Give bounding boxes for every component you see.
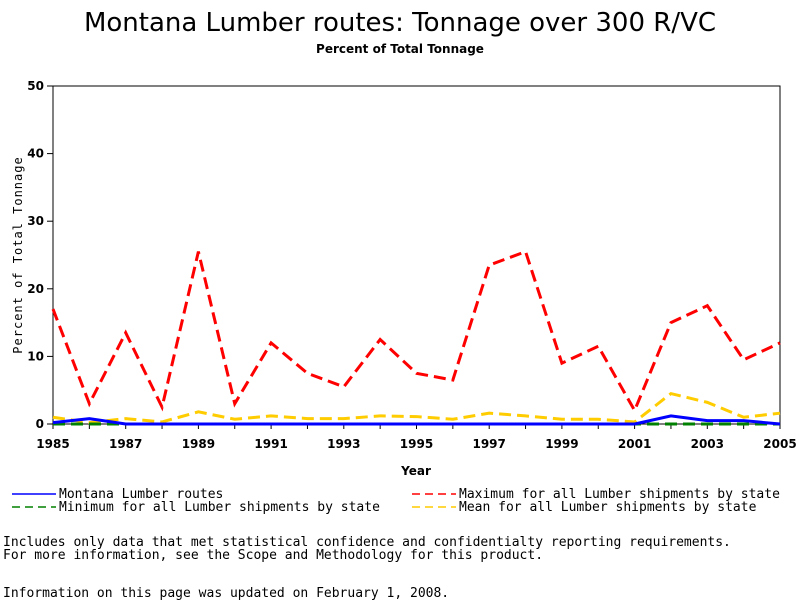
x-tick-label: 2005 [763, 437, 796, 451]
y-axis: 0 10 20 30 40 50 [27, 79, 53, 431]
series-line-montana [52, 414, 781, 426]
y-tick-label: 40 [27, 147, 44, 161]
legend-label-maximum: Maximum for all Lumber shipments by stat… [459, 487, 780, 502]
x-tick-label: 1997 [472, 437, 505, 451]
x-tick-label: 1991 [254, 437, 287, 451]
x-axis: 1985 1987 1989 1991 1993 1995 1997 1999 2001 2003… [36, 424, 797, 451]
legend: Montana Lumber routes Maximum for all Lu… [12, 487, 780, 515]
series-layer [51, 249, 781, 426]
legend-label-mean: Mean for all Lumber shipments by state [459, 500, 757, 515]
x-axis-label: Year [400, 464, 431, 478]
series-line-maximum [51, 249, 781, 414]
x-tick-label: 1985 [36, 437, 69, 451]
x-tick-label: 1999 [545, 437, 578, 451]
y-tick-label: 30 [27, 214, 44, 228]
x-tick-label: 1989 [182, 437, 215, 451]
y-tick-label: 20 [27, 282, 44, 296]
x-tick-label: 1987 [109, 437, 142, 451]
note-confidence: Includes only data that met statistical … [3, 535, 731, 550]
note-updated: Information on this page was updated on … [3, 586, 450, 601]
chart-subtitle: Percent of Total Tonnage [316, 42, 484, 56]
series-line-mean [52, 391, 781, 425]
legend-label-montana: Montana Lumber routes [59, 487, 223, 502]
chart-title: Montana Lumber routes: Tonnage over 300 … [84, 8, 716, 38]
y-tick-label: 50 [27, 79, 44, 93]
x-tick-label: 1995 [400, 437, 433, 451]
y-tick-label: 0 [36, 417, 44, 431]
x-tick-label: 1993 [327, 437, 360, 451]
y-tick-label: 10 [27, 349, 44, 363]
note-methodology: For more information, see the Scope and … [3, 548, 544, 563]
x-tick-label: 2001 [618, 437, 651, 451]
y-axis-label: Percent of Total Tonnage [11, 156, 25, 353]
legend-label-minimum: Minimum for all Lumber shipments by stat… [59, 500, 380, 515]
x-tick-label: 2003 [691, 437, 724, 451]
